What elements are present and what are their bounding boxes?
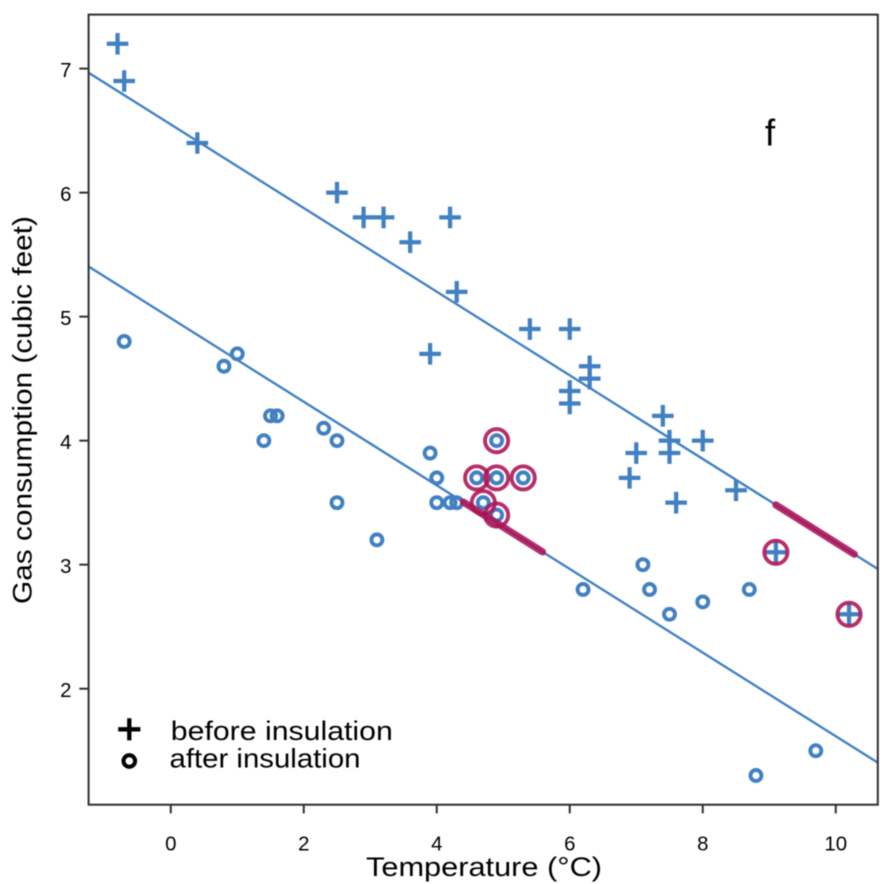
svg-text:6: 6 (60, 184, 71, 206)
svg-text:10: 10 (824, 833, 847, 855)
svg-text:f: f (765, 113, 776, 154)
svg-text:4: 4 (60, 432, 71, 454)
svg-text:after insulation: after insulation (170, 744, 361, 774)
svg-text:4: 4 (431, 833, 442, 855)
svg-text:Gas consumption (cubic feet): Gas consumption (cubic feet) (7, 216, 38, 604)
svg-text:before insulation: before insulation (171, 716, 393, 746)
svg-text:0: 0 (165, 833, 176, 855)
svg-text:7: 7 (60, 60, 71, 82)
svg-text:2: 2 (60, 680, 71, 702)
svg-text:5: 5 (60, 308, 71, 330)
svg-text:3: 3 (60, 556, 71, 578)
svg-text:Temperature (°C): Temperature (°C) (366, 851, 602, 882)
svg-text:6: 6 (564, 833, 575, 855)
svg-text:2: 2 (298, 833, 309, 855)
svg-text:8: 8 (697, 833, 708, 855)
